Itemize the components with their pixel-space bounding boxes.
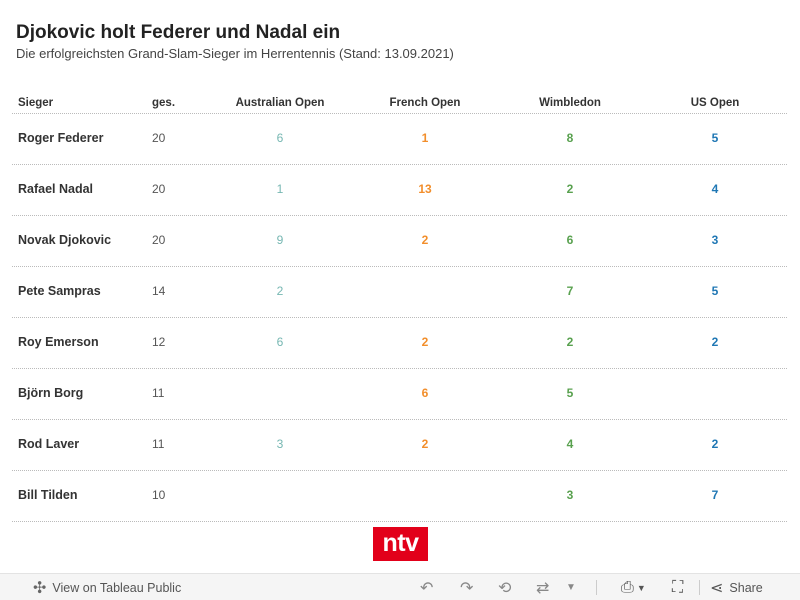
cell-total: 10 — [152, 488, 166, 502]
cell-total: 11 — [152, 386, 165, 400]
cell-sieger: Roger Federer — [18, 131, 104, 145]
toolbar-divider — [596, 580, 597, 595]
revert-button[interactable]: ⟲ — [498, 574, 511, 600]
cell-sieger: Rafael Nadal — [18, 182, 94, 196]
cell-french-open: 2 — [421, 233, 429, 247]
cell-total: 12 — [152, 335, 166, 349]
cell-australian-open: 3 — [276, 437, 284, 451]
cell-australian-open: 9 — [276, 233, 284, 247]
cell-total: 20 — [152, 182, 166, 196]
cell-australian-open: 6 — [276, 131, 284, 145]
cell-sieger: Pete Sampras — [18, 284, 101, 298]
cell-sieger: Roy Emerson — [18, 335, 99, 349]
table-row[interactable]: Pete Sampras 14 2 7 5 — [12, 267, 787, 318]
cell-australian-open: 2 — [276, 284, 284, 298]
cell-wimbledon: 6 — [566, 233, 574, 247]
refresh-icon: ⇄ — [536, 579, 550, 597]
download-caret-icon: ▼ — [636, 582, 646, 593]
header-french-open: French Open — [389, 97, 461, 109]
table-header: Sieger ges. Australian Open French Open … — [12, 88, 787, 114]
undo-button[interactable]: ↶ — [420, 574, 433, 600]
table-row[interactable]: Roger Federer 20 6 1 8 5 — [12, 114, 787, 165]
header-australian-open: Australian Open — [235, 97, 325, 109]
cell-australian-open: 1 — [276, 182, 284, 196]
cell-wimbledon: 7 — [566, 284, 574, 298]
undo-icon: ↶ — [420, 579, 434, 597]
cell-french-open: 2 — [421, 335, 429, 349]
header-sieger: Sieger — [18, 97, 54, 109]
refresh-button[interactable]: ⇄ — [536, 574, 549, 600]
header-wimbledon: Wimbledon — [539, 97, 601, 109]
table-row[interactable]: Rafael Nadal 20 1 13 2 4 — [12, 165, 787, 216]
share-icon: ⋖ — [710, 579, 724, 597]
revert-icon: ⟲ — [498, 579, 512, 597]
toolbar-divider — [699, 580, 700, 595]
cell-total: 20 — [152, 131, 166, 145]
cell-wimbledon: 5 — [566, 386, 574, 400]
cell-us-open: 3 — [711, 233, 719, 247]
table-row[interactable]: Rod Laver 11 3 2 4 2 — [12, 420, 787, 471]
table-row[interactable]: Bill Tilden 10 3 7 — [12, 471, 787, 522]
redo-button[interactable]: ↷ — [460, 574, 473, 600]
cell-us-open: 4 — [711, 182, 719, 196]
cell-french-open: 6 — [421, 386, 429, 400]
table-row[interactable]: Novak Djokovic 20 9 2 6 3 — [12, 216, 787, 267]
cell-total: 14 — [152, 284, 166, 298]
tableau-toolbar: ✣ View on Tableau Public ↶ ↷ ⟲ ⇄ ▼ ⎙ ▼ ⛶… — [0, 573, 800, 600]
download-icon: ⎙ — [621, 578, 634, 596]
cell-french-open: 2 — [421, 437, 429, 451]
header-us-open: US Open — [690, 97, 740, 109]
cell-total: 20 — [152, 233, 166, 247]
cell-us-open: 2 — [711, 335, 719, 349]
caret-down-icon: ▼ — [566, 582, 576, 593]
redo-icon: ↷ — [460, 579, 474, 597]
download-button[interactable]: ⎙ ▼ — [621, 574, 646, 600]
cell-wimbledon: 4 — [566, 437, 574, 451]
grand-slam-table: Sieger ges. Australian Open French Open … — [12, 88, 787, 522]
table-row[interactable]: Björn Borg 11 6 5 — [12, 369, 787, 420]
cell-sieger: Rod Laver — [18, 437, 80, 451]
view-on-tableau-label: View on Tableau Public — [52, 580, 182, 595]
view-on-tableau-link[interactable]: ✣ View on Tableau Public — [33, 574, 181, 600]
share-button[interactable]: ⋖ Share — [710, 574, 763, 600]
cell-wimbledon: 2 — [566, 182, 574, 196]
cell-australian-open: 6 — [276, 335, 284, 349]
cell-french-open: 13 — [418, 182, 432, 196]
cell-wimbledon: 8 — [566, 131, 574, 145]
table-row[interactable]: Roy Emerson 12 6 2 2 2 — [12, 318, 787, 369]
cell-wimbledon: 3 — [566, 488, 574, 502]
chart-subtitle: Die erfolgreichsten Grand-Slam-Sieger im… — [16, 46, 454, 61]
cell-french-open: 1 — [421, 131, 429, 145]
cell-total: 11 — [152, 437, 165, 451]
cell-us-open: 5 — [711, 284, 719, 298]
cell-us-open: 7 — [711, 488, 719, 502]
fullscreen-icon: ⛶ — [672, 578, 684, 596]
fullscreen-button[interactable]: ⛶ — [672, 574, 683, 600]
header-total: ges. — [152, 97, 176, 109]
cell-wimbledon: 2 — [566, 335, 574, 349]
cell-sieger: Bill Tilden — [18, 488, 78, 502]
chart-title: Djokovic holt Federer und Nadal ein — [16, 22, 341, 43]
cell-sieger: Björn Borg — [18, 386, 84, 400]
cell-us-open: 5 — [711, 131, 719, 145]
share-label: Share — [729, 580, 763, 595]
ntv-logo[interactable]: ntv — [373, 527, 428, 561]
more-dropdown[interactable]: ▼ — [566, 574, 576, 600]
cell-us-open: 2 — [711, 437, 719, 451]
cell-sieger: Novak Djokovic — [18, 233, 112, 247]
tableau-icon: ✣ — [33, 579, 47, 597]
